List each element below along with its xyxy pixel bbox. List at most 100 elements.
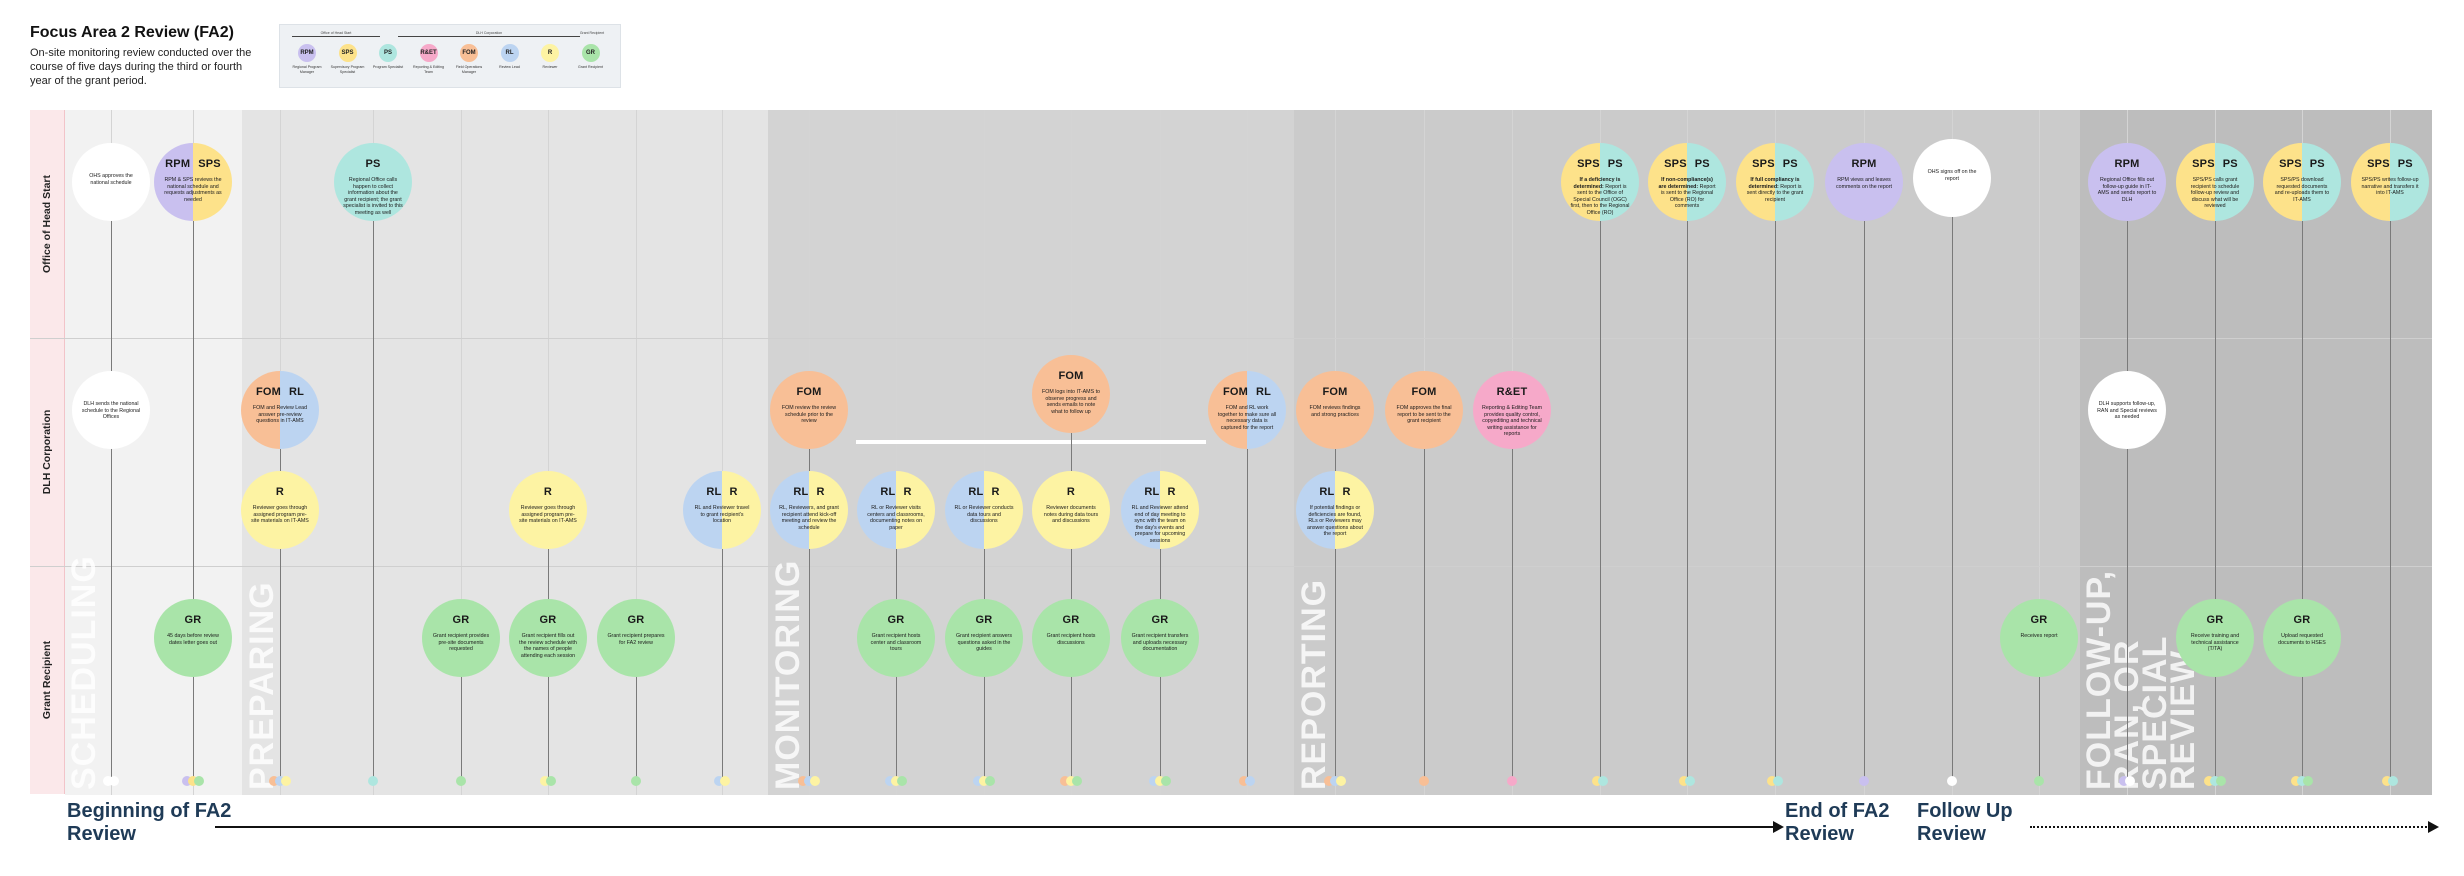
role-dot (1507, 776, 1517, 786)
step-connector (461, 677, 462, 777)
step-node: RL R RL, Reviewers, and grant recipient at… (770, 471, 848, 549)
step-connector (1864, 221, 1865, 777)
phase-label: REPORTING (1295, 578, 1333, 790)
step-node: SPS PS SPS/PS download requested documents… (2263, 143, 2341, 221)
page-subtitle: On-site monitoring review conducted over… (30, 47, 252, 87)
step-node: RL R RL and Reviewer attend end of day mee… (1121, 471, 1199, 549)
role-tag: RPM (2114, 158, 2140, 170)
legend: Office of Head Start DLH Corporation Grant… (279, 24, 621, 88)
step-text: Grant recipient prepares for FA2 review (607, 633, 665, 646)
step-connector (1424, 449, 1425, 777)
role-tag: R (729, 486, 738, 498)
step-node: R Reviewer documents notes during data to… (1032, 471, 1110, 549)
step-connector (1071, 677, 1072, 777)
step-text: Grant recipient provides pre-site docume… (432, 633, 490, 653)
step-connector (2127, 449, 2128, 777)
role-tag: PS (2397, 158, 2413, 170)
role-dot (1947, 776, 1957, 786)
step-text: FOM and RL work together to make sure al… (1217, 405, 1277, 431)
step-text: FOM and Review Lead answer pre-review qu… (252, 405, 308, 425)
step-text: DLH supports follow-up, RAN and Special … (2097, 401, 2157, 421)
column-guide (2039, 110, 2040, 795)
step-connector (548, 677, 549, 777)
step-node: GR Grant recipient transfers and uploads … (1121, 599, 1199, 677)
step-text: Reviewer goes through assigned program p… (519, 505, 577, 525)
role-dot (2125, 776, 2135, 786)
role-tag: R (1167, 486, 1176, 498)
step-connector (984, 677, 985, 777)
role-tag: RL (706, 486, 722, 498)
column-guide (548, 110, 549, 795)
step-node: RPM RPM views and leaves comments on the … (1825, 143, 1903, 221)
role-tag: FOM (1322, 386, 1348, 398)
role-dot (2382, 776, 2392, 786)
role-tag: PS (1607, 158, 1623, 170)
legend-swatch: R (541, 44, 559, 62)
role-dot (281, 776, 291, 786)
step-node: SPS PS If non-compliance(s) are determined… (1648, 143, 1726, 221)
role-tag: GR (1062, 614, 1080, 626)
role-tag: GR (539, 614, 557, 626)
step-connector (1775, 221, 1776, 777)
step-text: Grant recipient hosts discussions (1046, 633, 1096, 646)
role-dot (1419, 776, 1429, 786)
step-text: Report is sent directly to the grant rec… (1746, 183, 1804, 203)
legend-group-label: Grant Recipient (579, 31, 605, 35)
role-tag: GR (2206, 614, 2224, 626)
legend-swatch: RL (500, 44, 519, 62)
step-node: RL R RL or Reviewer conducts data tours an… (945, 471, 1023, 549)
column-guide (984, 110, 985, 795)
legend-swatch: R&ET (419, 44, 438, 62)
step-text: OHS approves the national schedule (89, 173, 133, 186)
step-connector (2302, 677, 2303, 777)
role-dot (1239, 776, 1249, 786)
step-node: FOM FOM reviews findings and strong pract… (1296, 371, 1374, 449)
step-node: FOM RL FOM and Review Lead answer pre-revi… (241, 371, 319, 449)
role-dot (1161, 776, 1171, 786)
role-dot (1324, 776, 1334, 786)
role-tag: R (1066, 486, 1076, 498)
timeline-dotted-line (2030, 826, 2430, 828)
role-dot (714, 776, 724, 786)
timeline-arrow-line (215, 826, 1775, 828)
role-dot (456, 776, 466, 786)
step-connector (2302, 221, 2303, 777)
role-tag: R (991, 486, 1000, 498)
step-connector (280, 549, 281, 777)
step-node: OHS signs off on the report (1913, 139, 1991, 217)
role-tag: R (816, 486, 825, 498)
legend-label: Reporting & Editing Team (413, 65, 444, 74)
step-node: RL R If potential findings or deficiencies… (1296, 471, 1374, 549)
role-tag: FOM (255, 386, 281, 398)
column-guide (896, 110, 897, 795)
step-text: 45 days before review dates letter goes … (167, 633, 219, 646)
role-tag: RL (793, 486, 809, 498)
role-dot (2204, 776, 2214, 786)
role-tag: GR (2293, 614, 2311, 626)
step-node: R Reviewer goes through assigned program … (241, 471, 319, 549)
role-dot (182, 776, 192, 786)
column-guide (636, 110, 637, 795)
role-tag: FOM (1411, 386, 1437, 398)
phase-label: SCHEDULING (65, 555, 103, 790)
step-text: Grant recipient fills out the review sch… (519, 633, 577, 659)
timeline-end-label: End of FA2 Review (1785, 800, 1890, 845)
legend-label: Program Specialist (372, 65, 404, 69)
step-text: RPM views and leaves comments on the rep… (1836, 177, 1892, 190)
phase-label: MONITORING (769, 559, 807, 790)
role-dot (1773, 776, 1783, 786)
step-connector (1952, 217, 1953, 777)
legend-item: GR Grant Recipient (573, 44, 609, 70)
role-tag: R (275, 486, 285, 498)
step-node: GR Grant recipient fills out the review s… (509, 599, 587, 677)
step-text: Receive training and technical assistanc… (2190, 633, 2240, 653)
step-connector (373, 221, 374, 777)
legend-group-label: Office of Head Start (320, 31, 352, 35)
lane-label: DLH Corporation (41, 409, 53, 495)
role-dot (631, 776, 641, 786)
step-text: Grant recipient hosts center and classro… (870, 633, 922, 653)
step-text: SPS/PS writes follow-up narrative and tr… (2361, 177, 2419, 197)
phase-band (768, 110, 1294, 795)
role-dot (1245, 776, 1255, 786)
step-connector (111, 449, 112, 777)
